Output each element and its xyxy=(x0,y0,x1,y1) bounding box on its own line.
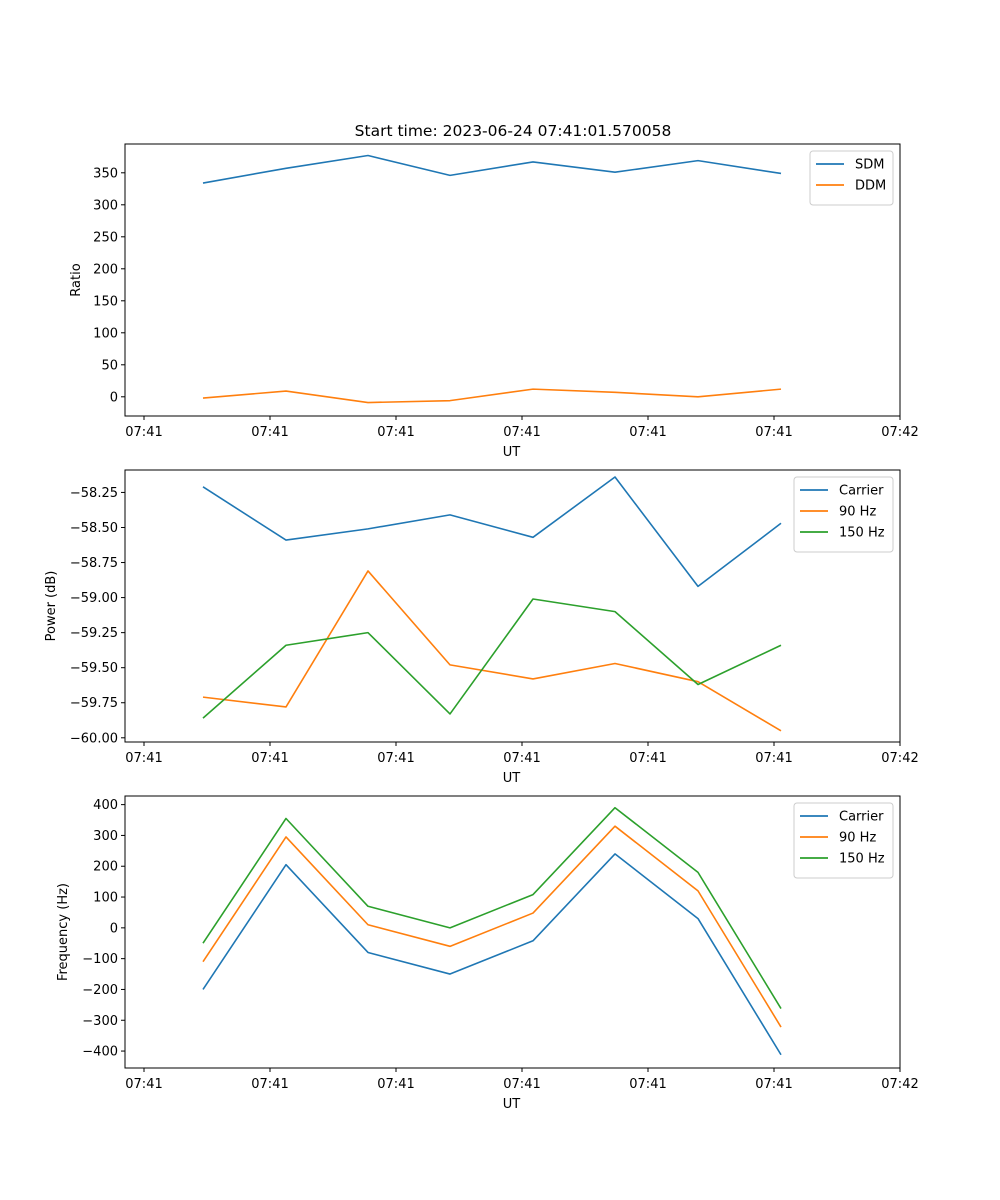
y-tick-label: 150 xyxy=(93,294,118,309)
x-tick-label: 07:42 xyxy=(881,751,918,766)
series-line-carrier xyxy=(202,476,782,588)
x-tick-label: 07:41 xyxy=(125,425,162,440)
y-axis-label: Frequency (Hz) xyxy=(56,883,71,981)
y-tick-label: −58.25 xyxy=(70,486,118,501)
y-tick-label: 250 xyxy=(93,230,118,245)
y-tick-label: 300 xyxy=(93,198,118,213)
y-tick-label: −100 xyxy=(82,952,118,967)
legend-label: SDM xyxy=(855,158,884,173)
legend-label: DDM xyxy=(855,179,886,194)
x-axis-label: UT xyxy=(503,1097,521,1112)
x-tick-label: 07:41 xyxy=(251,751,288,766)
figure-title: Start time: 2023-06-24 07:41:01.570058 xyxy=(355,122,672,140)
x-axis-label: UT xyxy=(503,445,521,460)
series-line-150-hz xyxy=(202,598,782,719)
x-tick-label: 07:41 xyxy=(125,1077,162,1092)
y-tick-label: 100 xyxy=(93,891,118,906)
y-tick-label: −58.50 xyxy=(70,521,118,536)
y-tick-label: −300 xyxy=(82,1014,118,1029)
y-tick-label: −60.00 xyxy=(70,731,118,746)
y-tick-label: −58.75 xyxy=(70,556,118,571)
y-tick-label: 200 xyxy=(93,860,118,875)
x-tick-label: 07:42 xyxy=(881,1077,918,1092)
axes-frame xyxy=(124,143,901,417)
x-axis-label: UT xyxy=(503,771,521,786)
y-tick-label: 0 xyxy=(110,390,118,405)
x-tick-label: 07:41 xyxy=(755,425,792,440)
y-tick-label: −59.50 xyxy=(70,661,118,676)
y-tick-label: 50 xyxy=(101,358,118,373)
legend-label: 90 Hz xyxy=(839,505,876,520)
x-tick-label: 07:41 xyxy=(629,1077,666,1092)
x-tick-label: 07:41 xyxy=(377,1077,414,1092)
x-tick-label: 07:42 xyxy=(881,425,918,440)
series-line-150-hz xyxy=(202,806,782,1009)
x-tick-label: 07:41 xyxy=(503,751,540,766)
y-axis-label: Ratio xyxy=(69,263,84,296)
y-tick-label: −400 xyxy=(82,1045,118,1060)
y-axis-label: Power (dB) xyxy=(44,571,59,642)
legend-label: Carrier xyxy=(839,484,884,499)
subplot-3: −400 −300 −200 −100 0 100 200 300 400 07:41 07:41 0… xyxy=(56,795,919,1112)
subplots: 0 50 100 150 200 250 300 350 07:41 07:41 07:41 07:4… xyxy=(44,143,919,1112)
legend: Carrier 90 Hz 150 Hz xyxy=(793,802,894,879)
legend-box xyxy=(793,476,894,553)
legend: Carrier 90 Hz 150 Hz xyxy=(793,476,894,553)
axes-frame xyxy=(124,469,901,743)
x-tick-label: 07:41 xyxy=(503,1077,540,1092)
x-tick-label: 07:41 xyxy=(251,1077,288,1092)
y-tick-label: 100 xyxy=(93,326,118,341)
legend-label: 90 Hz xyxy=(839,831,876,846)
series-line-carrier xyxy=(202,853,782,1056)
x-tick-label: 07:41 xyxy=(503,425,540,440)
y-tick-label: −59.75 xyxy=(70,696,118,711)
legend: SDM DDM xyxy=(809,150,894,206)
x-tick-label: 07:41 xyxy=(629,751,666,766)
y-tick-label: 400 xyxy=(93,798,118,813)
x-tick-label: 07:41 xyxy=(755,1077,792,1092)
legend-label: 150 Hz xyxy=(839,526,885,541)
x-tick-label: 07:41 xyxy=(125,751,162,766)
legend-label: 150 Hz xyxy=(839,852,885,867)
axes-frame xyxy=(124,795,901,1069)
y-tick-label: 200 xyxy=(93,262,118,277)
series-line-90-hz xyxy=(202,570,782,732)
x-tick-label: 07:41 xyxy=(377,751,414,766)
x-tick-label: 07:41 xyxy=(755,751,792,766)
x-tick-label: 07:41 xyxy=(251,425,288,440)
x-tick-label: 07:41 xyxy=(629,425,666,440)
series-line-sdm xyxy=(202,154,782,184)
legend-box xyxy=(793,802,894,879)
series-line-90-hz xyxy=(202,825,782,1028)
y-tick-label: −59.00 xyxy=(70,591,118,606)
y-tick-label: 0 xyxy=(110,921,118,936)
series-line-ddm xyxy=(202,388,782,404)
subplot-1: 0 50 100 150 200 250 300 350 07:41 07:41 07:41 07:4… xyxy=(69,143,919,460)
y-tick-label: −200 xyxy=(82,983,118,998)
subplot-2: −60.00 −59.75 −59.50 −59.25 −59.00 −58.75 −58.… xyxy=(44,469,919,786)
y-tick-label: 350 xyxy=(93,166,118,181)
y-tick-label: 300 xyxy=(93,829,118,844)
y-tick-label: −59.25 xyxy=(70,626,118,641)
x-tick-label: 07:41 xyxy=(377,425,414,440)
legend-label: Carrier xyxy=(839,810,884,825)
